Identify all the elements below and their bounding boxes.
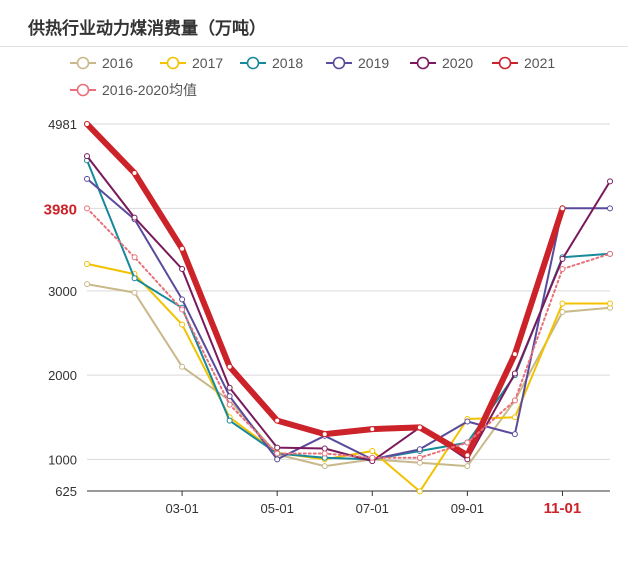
series-line-2016 [86, 283, 611, 468]
series-line-2019 [86, 177, 611, 461]
data-point [607, 178, 613, 185]
data-point [559, 300, 566, 307]
data-point [464, 439, 471, 446]
data-point [416, 459, 423, 466]
data-point [321, 431, 328, 438]
legend-swatch-marker [498, 56, 512, 70]
data-point [274, 456, 281, 463]
y-tick-label: 1000 [48, 452, 77, 467]
x-tick-label: 05-01 [261, 501, 294, 516]
data-point [226, 384, 233, 391]
legend-item-2020: 2020 [410, 55, 473, 71]
data-point [464, 418, 471, 425]
data-point [274, 444, 281, 451]
data-point [559, 205, 566, 212]
data-point [84, 260, 90, 267]
legend-swatch-marker [76, 56, 90, 70]
data-point [226, 417, 233, 424]
data-point [464, 452, 471, 459]
data-point [179, 363, 186, 370]
data-point [607, 250, 613, 257]
legend-label: 2016-2020均值 [102, 82, 197, 98]
legend-label: 2019 [358, 55, 389, 71]
legend-label: 2017 [192, 55, 223, 71]
data-point [464, 463, 471, 470]
data-point [84, 121, 90, 127]
legend-swatch-marker [76, 83, 90, 97]
data-point [179, 265, 186, 272]
y-tick-label: 4981 [48, 117, 77, 132]
data-point [511, 370, 518, 377]
data-point [84, 281, 90, 288]
legend-label: 2020 [442, 55, 473, 71]
legend-item-2021: 2021 [492, 55, 555, 71]
title-bar: 供热行业动力煤消费量（万吨） [0, 0, 628, 47]
data-point [607, 300, 613, 307]
legend-item-2018: 2018 [240, 55, 303, 71]
data-point [511, 397, 518, 404]
data-point [321, 445, 328, 452]
data-point [511, 351, 518, 358]
data-point [559, 255, 566, 262]
legend-item-2019: 2019 [326, 55, 389, 71]
data-point [179, 306, 186, 313]
y-highlight-label: 3980 [44, 201, 77, 218]
data-point [607, 205, 613, 212]
legend-item-2016: 2016 [70, 55, 133, 71]
legend-swatch-marker [416, 56, 430, 70]
data-point [84, 153, 90, 160]
data-point [131, 169, 138, 176]
data-point [131, 275, 138, 282]
series-line-2021 [84, 121, 566, 459]
legend-label: 2016 [102, 55, 133, 71]
legend-swatch-marker [332, 56, 346, 70]
series-line-2016-2020均值 [86, 207, 611, 459]
data-point [131, 289, 138, 296]
data-point [274, 450, 281, 457]
data-point [416, 424, 423, 431]
data-point [369, 454, 376, 461]
y-tick-label: 625 [55, 484, 77, 499]
data-point [416, 446, 423, 453]
y-tick-label: 3000 [48, 284, 77, 299]
y-tick-label: 2000 [48, 368, 77, 383]
legend-item-2016-2020均值: 2016-2020均值 [70, 82, 197, 98]
data-point [369, 447, 376, 454]
data-point [226, 363, 233, 370]
data-point [511, 414, 518, 421]
data-point [131, 254, 138, 261]
data-point [84, 205, 90, 212]
x-tick-label: 07-01 [356, 501, 389, 516]
data-point [179, 245, 186, 252]
data-point [131, 214, 138, 221]
data-point [179, 321, 186, 328]
x-tick-label: 09-01 [451, 501, 484, 516]
legend-item-2017: 2017 [160, 55, 223, 71]
x-tick-label: 03-01 [165, 501, 198, 516]
data-point [226, 393, 233, 400]
data-point [321, 450, 328, 457]
data-point [321, 463, 328, 470]
data-point [369, 426, 376, 433]
legend-label: 2018 [272, 55, 303, 71]
legend-label: 2021 [524, 55, 555, 71]
data-point [416, 454, 423, 461]
legend-swatch-marker [246, 56, 260, 70]
legend-swatch-marker [166, 56, 180, 70]
data-point [179, 296, 186, 303]
data-point [511, 431, 518, 438]
data-point [274, 417, 281, 424]
data-point [416, 488, 423, 495]
data-point [84, 175, 90, 182]
chart-title: 供热行业动力煤消费量（万吨） [28, 19, 266, 39]
x-highlight-label: 11-01 [544, 500, 582, 517]
data-point [559, 265, 566, 272]
data-point [226, 401, 233, 408]
